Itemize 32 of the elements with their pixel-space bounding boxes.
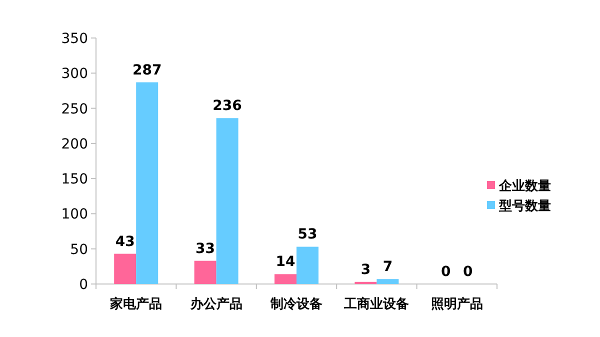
- y-tick-label: 150: [61, 172, 88, 188]
- x-tick-label: 照明产品: [430, 296, 483, 312]
- data-label: 14: [276, 254, 296, 270]
- data-label: 53: [298, 226, 318, 243]
- bar: [376, 279, 399, 284]
- y-tick-label: 200: [61, 136, 88, 152]
- y-tick-label: 50: [70, 242, 88, 258]
- bar: [274, 274, 296, 284]
- y-tick-label: 350: [61, 31, 88, 47]
- x-tick-label: 家电产品: [109, 296, 162, 312]
- x-tick-label: 办公产品: [189, 296, 242, 312]
- bar: [114, 254, 136, 284]
- y-tick-label: 0: [79, 277, 88, 293]
- y-tick-label: 100: [61, 206, 88, 223]
- bar: [136, 82, 158, 284]
- data-label: 43: [115, 234, 135, 250]
- x-tick-label: 工商业设备: [343, 296, 410, 312]
- legend-label: 企业数量: [498, 179, 551, 194]
- legend-label: 型号数量: [498, 199, 551, 214]
- bar: [216, 118, 238, 284]
- data-label: 7: [382, 259, 393, 276]
- data-label: 33: [196, 240, 216, 257]
- bar: [194, 260, 216, 284]
- x-tick-label: 制冷设备: [270, 297, 322, 312]
- y-tick-label: 300: [61, 66, 88, 82]
- bar: [296, 246, 318, 284]
- y-tick-label: 250: [61, 101, 88, 118]
- data-label: 3: [360, 262, 371, 278]
- data-label: 236: [212, 98, 242, 114]
- data-label: 0: [463, 264, 474, 280]
- data-label: 0: [441, 264, 452, 280]
- data-label: 287: [132, 62, 162, 78]
